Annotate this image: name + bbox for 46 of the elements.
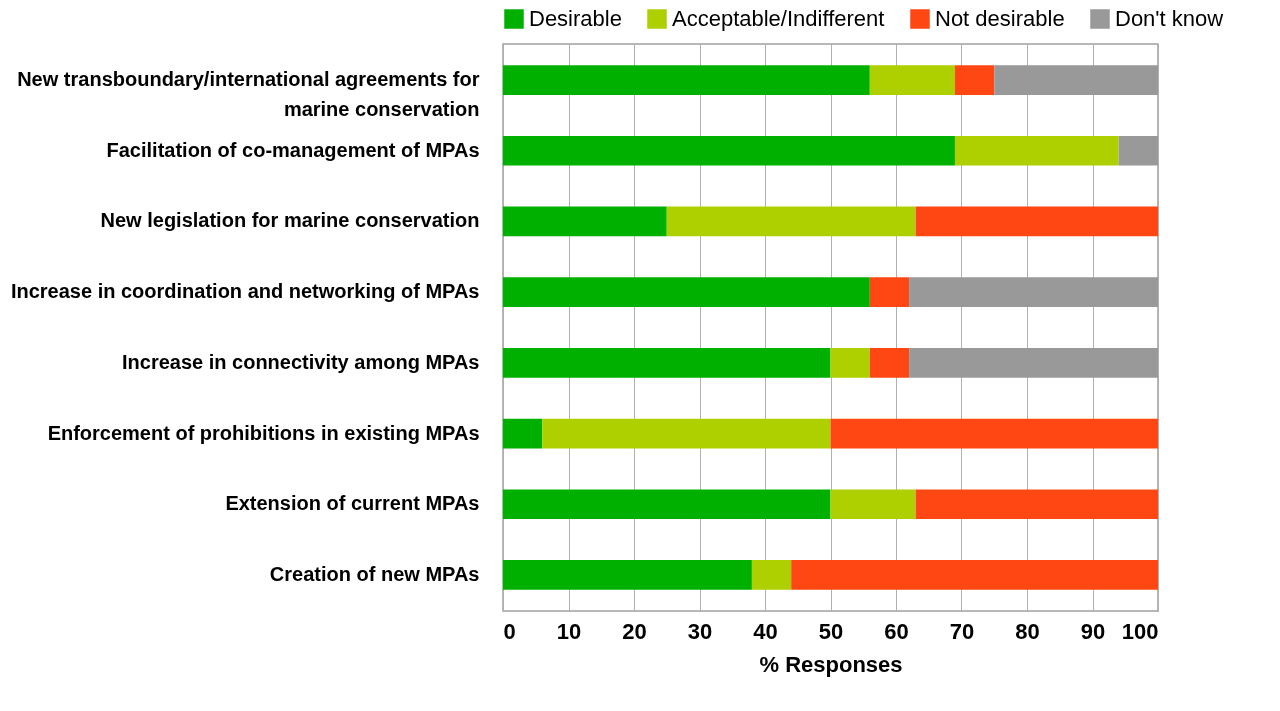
legend-label: Acceptable/Indifferent (672, 6, 885, 31)
bar (503, 135, 955, 166)
x-tick-label: 30 (687, 618, 713, 644)
x-tick-label: 0 (503, 618, 516, 644)
x-tick-label: 80 (1015, 618, 1040, 644)
bar (503, 489, 831, 520)
y-tick-label: Increase in connectivity among MPAs (121, 350, 480, 373)
bar (869, 65, 955, 95)
bar (503, 277, 870, 307)
bar (503, 418, 543, 449)
bar (915, 206, 1158, 237)
bar (503, 348, 831, 378)
y-tick-label: Facilitation of co-management of MPAs (106, 138, 480, 161)
bar (869, 277, 910, 307)
x-axis-title: % Responses (759, 651, 903, 677)
x-tick-label: 90 (1080, 618, 1106, 644)
y-tick-label: New legislation for marine conservation (100, 209, 480, 232)
y-tick-label: Extension of current MPAs (225, 492, 480, 515)
y-tick-label: Increase in coordination and networking of MPAs (10, 280, 480, 303)
bar (915, 489, 1158, 520)
y-tick-label: Enforcement of prohibitions in existing MPAs (47, 421, 480, 444)
legend-label: Not desirable (935, 6, 1065, 31)
x-tick-label: 20 (622, 618, 647, 644)
x-tick-label: 50 (818, 618, 844, 644)
bar (830, 348, 870, 378)
bar (751, 560, 792, 590)
bar (503, 560, 752, 590)
x-tick-label: 10 (556, 618, 582, 644)
x-tick-label: 100 (1121, 618, 1159, 644)
bar (791, 560, 1158, 590)
y-tick-label: New transboundary/international agreements for marine conservation (17, 68, 480, 121)
x-tick-label: 40 (753, 618, 778, 644)
bar (830, 418, 1158, 449)
bar (503, 206, 667, 237)
bar (869, 348, 910, 378)
legend-label: Don't know (1115, 6, 1224, 31)
bar (666, 206, 916, 237)
bar (503, 65, 870, 95)
legend-label: Desirable (529, 6, 622, 31)
bar (830, 489, 916, 520)
x-tick-label: 60 (884, 618, 909, 644)
bar (954, 65, 995, 95)
bar (542, 418, 831, 449)
y-tick-label: Creation of new MPAs (269, 562, 480, 585)
bar (954, 135, 1119, 166)
x-tick-label: 70 (949, 618, 975, 644)
